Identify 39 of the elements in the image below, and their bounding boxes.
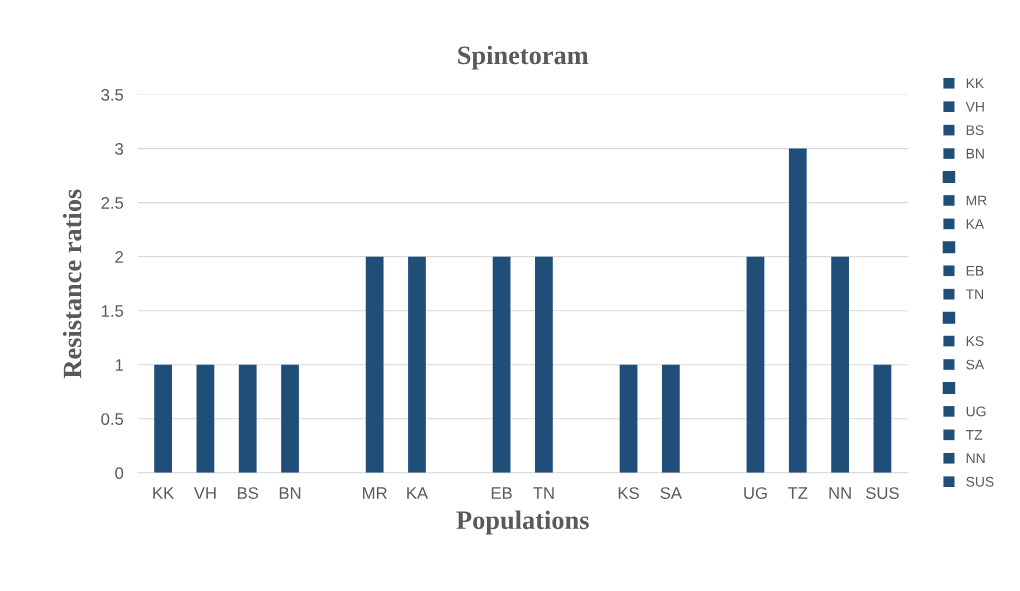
y-tick-label: 2 bbox=[115, 251, 123, 263]
legend-label: NN bbox=[966, 453, 985, 464]
x-tick-label: MR bbox=[363, 487, 387, 499]
x-axis-title: Populations bbox=[456, 510, 589, 535]
legend-label: VH bbox=[965, 101, 984, 112]
x-tick-label: SUS bbox=[866, 487, 899, 499]
legend-label: TN bbox=[965, 289, 984, 300]
x-tick-label: SA bbox=[660, 487, 682, 499]
y-tick-label: 3 bbox=[115, 143, 124, 155]
legend-label: BN bbox=[966, 148, 984, 159]
y-tick-label: 3.5 bbox=[101, 88, 124, 101]
y-tick-label: 0 bbox=[115, 467, 124, 479]
legend-label: KK bbox=[966, 78, 984, 89]
x-tick-label: KS bbox=[618, 487, 639, 499]
legend-label: UG bbox=[966, 406, 986, 417]
y-tick-label: 1 bbox=[115, 359, 123, 371]
legend-label: BS bbox=[966, 125, 984, 136]
y-tick-label: 2.5 bbox=[101, 197, 124, 209]
chart-title: Spinetoram bbox=[458, 45, 589, 70]
x-tick-label: NN bbox=[829, 487, 851, 499]
x-tick-label: KK bbox=[153, 487, 175, 499]
x-tick-label: UG bbox=[744, 487, 767, 499]
legend-label: SA bbox=[966, 359, 985, 370]
x-tick-label: TZ bbox=[787, 487, 808, 499]
legend-label: KA bbox=[966, 219, 985, 229]
y-tick-label: 1.5 bbox=[101, 305, 124, 317]
x-tick-label: BN bbox=[279, 487, 301, 499]
legend-label: EB bbox=[966, 266, 984, 276]
legend-label: MR bbox=[966, 195, 987, 206]
y-axis-title: Resistance ratios bbox=[62, 189, 82, 379]
x-tick-label: KA bbox=[407, 487, 429, 499]
x-tick-label: VH bbox=[193, 487, 216, 499]
legend-label: KS bbox=[966, 336, 984, 347]
legend-label: SUS bbox=[966, 476, 994, 487]
x-tick-label: TN bbox=[533, 487, 554, 499]
legend-label: TZ bbox=[965, 430, 983, 440]
x-tick-label: BS bbox=[237, 487, 259, 499]
y-tick-label: 0.5 bbox=[101, 413, 124, 425]
x-tick-label: EB bbox=[491, 487, 512, 499]
